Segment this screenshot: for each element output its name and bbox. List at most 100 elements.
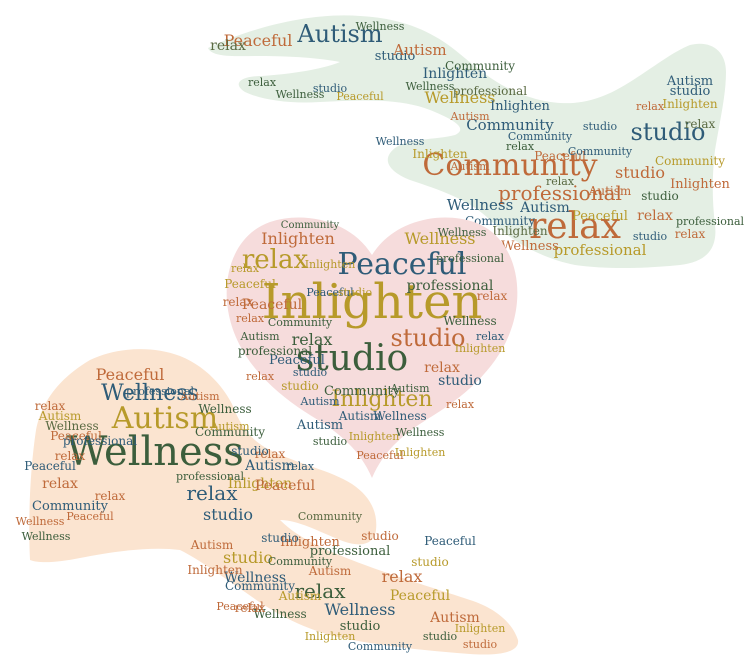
bottom-hand-word: Autism (429, 610, 480, 626)
bottom-hand-word: studio (423, 630, 458, 643)
top-hand-word: Autism (392, 41, 446, 59)
top-hand-word: Community (568, 145, 633, 158)
top-hand-silhouette (208, 15, 726, 269)
top-hand-word: Inlighten (670, 177, 730, 192)
top-hand-word: Wellness (406, 80, 455, 93)
bottom-hand-word: Community (268, 555, 333, 568)
top-hand-word: studio (313, 82, 348, 95)
heart-word: relax (424, 360, 460, 376)
heart-word: Inlighten (395, 446, 446, 459)
top-hand-word: Community (465, 214, 535, 228)
top-hand-word: studio (615, 163, 665, 182)
heart-word: Wellness (438, 226, 487, 239)
heart-word: Community (281, 220, 340, 231)
top-hand-word: Community (445, 59, 515, 73)
heart-word: studio (293, 366, 328, 379)
bottom-hand-word: Community (32, 499, 109, 514)
top-hand-word: Community (655, 154, 725, 168)
bottom-hand-word: Peaceful (424, 534, 476, 548)
heart-word: Community (324, 384, 401, 399)
bottom-hand-word: Wellness (101, 381, 199, 406)
heart-word: studio (438, 373, 482, 389)
top-hand-word: professional (676, 215, 745, 228)
bottom-hand-word: relax (235, 601, 266, 615)
heart-word: Wellness (443, 314, 496, 328)
heart-word: relax (223, 295, 254, 309)
heart-word: Community (268, 316, 333, 329)
bottom-hand-word: Inlighten (305, 630, 356, 643)
heart-word: professional (407, 278, 494, 294)
bottom-hand: WellnessAutismWellnessrelaxPeacefulstudi… (16, 349, 519, 655)
top-hand-word: Autism (666, 74, 713, 89)
heart-word: studio (313, 435, 348, 448)
heart-word: Autism (239, 330, 280, 343)
bottom-hand-word: Peaceful (50, 429, 102, 443)
top-hand-word: Wellness (376, 135, 425, 148)
top-hand-word: Community (466, 116, 554, 134)
heart-word: studio (338, 286, 373, 299)
top-hand-word: studio (631, 118, 706, 146)
top-hand-word: Wellness (424, 88, 495, 107)
bottom-hand-word: Peaceful (96, 365, 165, 384)
top-hand-word: professional (498, 181, 622, 205)
top-hand-word: Wellness (276, 88, 325, 101)
top-hand-word: professional (554, 241, 647, 259)
heart-word: Wellness (373, 409, 426, 423)
top-hand-word: Autism (449, 160, 490, 173)
top-hand-word: Peaceful (572, 209, 628, 224)
top-hand-word: relax (210, 38, 246, 54)
top-hand-word: Community (422, 148, 597, 183)
heart-word: Peaceful (306, 286, 354, 299)
heart-word: studio (391, 324, 466, 352)
bottom-hand-word: professional (176, 470, 245, 483)
top-hand-word: relax (546, 175, 575, 188)
heart-word: relax (242, 245, 309, 275)
top-hand-word: Inlighten (412, 147, 467, 161)
bottom-hand-word: Wellness (324, 600, 395, 619)
bottom-hand-word: Peaceful (216, 600, 264, 613)
heart-word: Inlighten (261, 229, 335, 248)
bottom-hand-word: relax (35, 399, 66, 413)
heart-word: studio (281, 379, 318, 393)
bottom-hand-word: Autism (209, 420, 250, 433)
bottom-hand-word: Community (195, 425, 265, 439)
top-hand-word: Autism (519, 200, 570, 216)
heart-word: Peaceful (269, 353, 325, 368)
heart-silhouette (226, 217, 518, 478)
bottom-hand-word: relax (382, 567, 423, 586)
heart-word: Inlighten (331, 387, 432, 412)
bottom-hand-word: Autism (111, 401, 218, 436)
bottom-hand-word: studio (340, 619, 381, 634)
bottom-hand-word: Autism (38, 409, 82, 423)
top-hand-word: studio (670, 84, 711, 99)
top-hand-word: Inlighten (662, 97, 717, 111)
bottom-hand-word: Peaceful (390, 588, 451, 604)
bottom-hand-word: Community (225, 579, 295, 593)
bottom-hand-word: professional (63, 434, 137, 448)
top-hand-word: studio (633, 230, 668, 243)
top-hand-word: Autism (449, 110, 490, 123)
heart-word: Inlighten (305, 258, 356, 271)
bottom-hand-word: studio (463, 638, 498, 651)
bottom-hand-word: relax (286, 460, 315, 473)
heart-word: relax (236, 312, 265, 325)
heart-word: Autism (299, 395, 340, 408)
top-hand-word: studio (641, 189, 678, 203)
bottom-hand-word: Peaceful (24, 459, 76, 473)
bottom-hand-word: professional (310, 544, 390, 559)
heart-word: Autism (338, 409, 382, 423)
top-hand-word: relax (529, 206, 621, 247)
top-hand-word: relax (248, 76, 277, 89)
bottom-hand-word: Peaceful (66, 510, 114, 523)
top-hand-word: Wellness (356, 20, 405, 33)
heart-word: relax (446, 398, 475, 411)
heart-word: Inlighten (262, 274, 483, 330)
bottom-hand-word: professional (126, 385, 195, 398)
bottom-hand-word: Wellness (198, 402, 251, 416)
bottom-hand-word: Autism (244, 458, 295, 474)
heart-word: Inlighten (349, 430, 400, 443)
bottom-hand-word: relax (42, 476, 78, 492)
bottom-hand-word: relax (95, 489, 126, 503)
heart-word: relax (246, 370, 275, 383)
heart: InlightenstudioPeacefulrelaxstudioInligh… (223, 217, 518, 478)
